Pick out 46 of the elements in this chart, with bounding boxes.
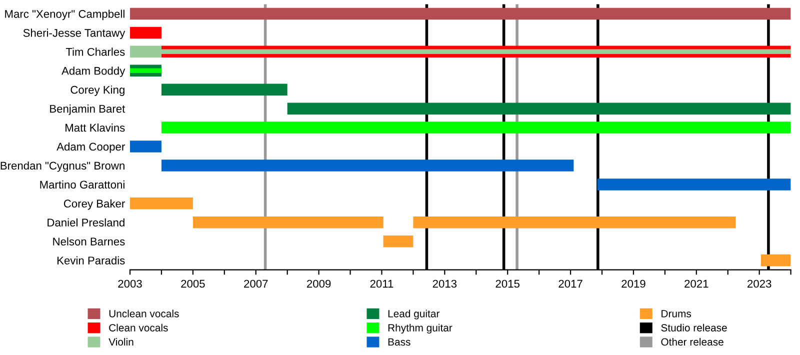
bar (597, 178, 791, 190)
bar (130, 198, 193, 210)
x-tick-label: 2007 (244, 280, 268, 288)
x-tick-label: 2011 (370, 280, 394, 288)
y-tick-label: Corey Baker (64, 199, 125, 210)
legend-label: Drums (662, 310, 692, 318)
bar (130, 140, 162, 152)
bar (130, 8, 791, 20)
y-tick-label: Nelson Barnes (53, 237, 125, 246)
y-tick-label: Kevin Paradis (58, 256, 125, 264)
bar (760, 254, 791, 266)
y-tick-label: Benjamin Baret (50, 104, 126, 115)
bar (161, 84, 288, 96)
legend-label: Unclean vocals (109, 310, 179, 318)
legend-label: Clean vocals (109, 324, 168, 332)
legend-label: Lead guitar (388, 310, 440, 320)
y-tick-label: Matt Klavins (66, 124, 125, 132)
y-tick-label: Adam Boddy (62, 66, 126, 77)
legend-label: Violin (108, 338, 134, 346)
y-tick-label: Corey King (70, 86, 124, 96)
bar (413, 216, 736, 228)
y-tick-label: Adam Cooper (56, 142, 125, 153)
x-tick-label: 2009 (307, 280, 331, 288)
legend-label: Other release (661, 338, 724, 346)
bar (130, 26, 162, 39)
x-tick-label: 2021 (684, 280, 708, 288)
bar (383, 235, 414, 248)
bar (161, 160, 574, 172)
legend-label: Bass (388, 338, 410, 346)
x-tick-label: 2017 (558, 280, 582, 288)
y-tick-label: Tim Charles (66, 48, 125, 56)
x-tick-label: 2023 (748, 280, 772, 288)
bar (192, 216, 384, 228)
x-tick-label: 2005 (181, 280, 205, 288)
x-tick-label: 2019 (622, 280, 646, 288)
y-tick-label: Daniel Presland (48, 218, 124, 227)
x-tick-label: 2015 (496, 280, 520, 288)
x-tick-label: 2013 (432, 280, 457, 288)
y-tick-label: Brendan "Cygnus" Brown (0, 161, 124, 172)
legend-label: Rhythm guitar (388, 324, 452, 334)
bar (287, 102, 791, 114)
x-tick-label: 2003 (118, 280, 142, 288)
y-tick-label: Marc "Xenoyr" Campbell (5, 10, 124, 20)
y-tick-label: Martino Garattoni (40, 180, 124, 189)
legend-label: Studio release (661, 324, 727, 332)
y-tick-label: Sheri-Jesse Tantawy (23, 28, 126, 40)
